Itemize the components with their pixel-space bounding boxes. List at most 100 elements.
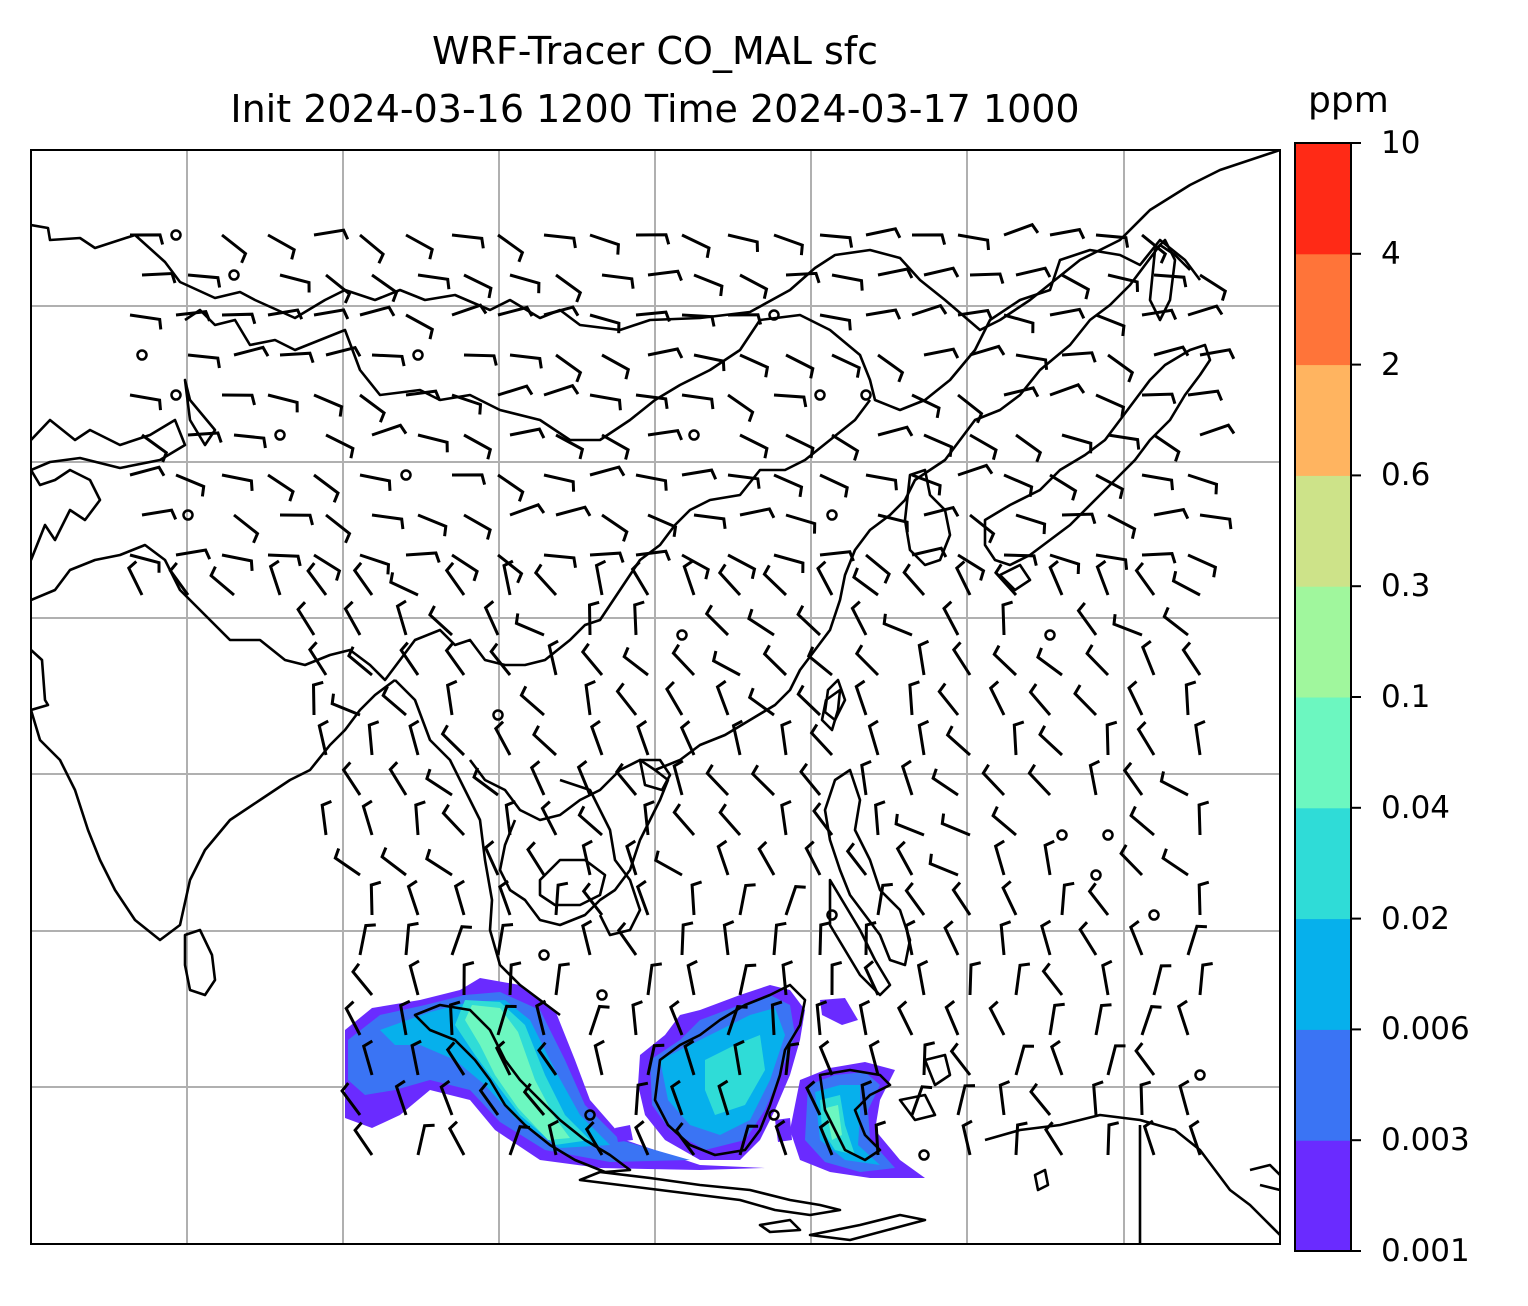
wind-barb (1001, 600, 1014, 636)
wind-barb (129, 233, 165, 245)
wind-barb (772, 921, 787, 956)
wind-barb (1073, 684, 1098, 717)
wind-barb (547, 639, 559, 676)
wind-barb (589, 551, 625, 563)
wind-barb (968, 961, 982, 996)
wind-barb (509, 427, 546, 439)
wind-barb (669, 1079, 684, 1116)
wind-barb (1014, 962, 1031, 996)
wind-barb-calm (1102, 829, 1114, 841)
wind-barb (954, 560, 972, 596)
wind-barb (601, 433, 630, 460)
colorbar-tick-label: 0.04 (1381, 789, 1451, 826)
wind-barb (1161, 848, 1189, 877)
wind-barb (1049, 473, 1078, 501)
wind-barb (1107, 353, 1135, 383)
wind-barb (1040, 919, 1052, 956)
wind-barb (693, 353, 726, 372)
wind-barb (674, 1122, 696, 1156)
wind-barb (325, 345, 362, 358)
wind-barb (902, 563, 926, 596)
wind-barb (489, 642, 512, 676)
wind-barb (584, 1121, 604, 1156)
wind-barb-calm (492, 709, 504, 721)
colorbar-band (1295, 143, 1351, 255)
wind-barb (895, 840, 914, 876)
wind-barb (1012, 720, 1025, 756)
wind-barb-calm (136, 349, 148, 361)
wind-barb (1187, 389, 1223, 401)
wind-barb (325, 433, 355, 459)
wind-barb (129, 313, 163, 330)
wind-barb (414, 800, 426, 836)
wind-barb (911, 546, 948, 558)
wind-barb-calm (1148, 909, 1160, 921)
wind-barb (344, 1000, 362, 1036)
wind-barb (681, 553, 710, 580)
wind-barb (445, 1041, 466, 1076)
wind-barb (1095, 393, 1126, 418)
wind-barb (806, 646, 833, 677)
wind-barb (819, 473, 849, 498)
wind-barb (647, 429, 683, 441)
wind-barb (722, 920, 735, 956)
wind-barb (333, 847, 361, 877)
wind-barb (508, 961, 522, 996)
wind-barb (686, 959, 698, 996)
wind-barb (1095, 313, 1126, 337)
wind-barb (998, 1080, 1011, 1116)
wind-barb (498, 879, 512, 916)
wind-barb (311, 680, 324, 716)
wind-barb-calm (584, 1109, 596, 1121)
wind-barb (1122, 761, 1144, 796)
wind-barb (969, 344, 1006, 357)
wind-barb (1001, 880, 1018, 916)
wind-barb (1049, 553, 1081, 575)
colorbar-ticks (1351, 142, 1361, 1252)
wind-barb (353, 1121, 374, 1156)
wind-barb (704, 604, 730, 637)
wind-barb (992, 644, 1018, 677)
wind-barb (1153, 273, 1188, 288)
wind-barb (865, 227, 902, 239)
wind-barb (923, 347, 960, 359)
wind-barb (1128, 920, 1144, 956)
wind-barb (359, 305, 396, 317)
wind-barb (647, 347, 684, 359)
wind-barb (876, 882, 893, 916)
wind-barb (405, 313, 435, 340)
wind-barb (554, 881, 569, 916)
wind-barb (1119, 844, 1144, 877)
wind-barb (738, 883, 756, 916)
wind-barb (690, 880, 703, 916)
coastline-sri-lanka (183, 928, 217, 997)
colorbar-band (1295, 586, 1351, 698)
wind-barb (129, 553, 161, 573)
wind-barb (868, 1039, 880, 1076)
wind-barb (1041, 962, 1064, 996)
wind-barb (462, 961, 475, 996)
wind-barb (361, 1039, 374, 1076)
wind-barb (831, 353, 861, 378)
wind-barb (233, 433, 267, 449)
wind-barb (1061, 351, 1097, 363)
wind-barb (405, 233, 434, 260)
wind-barb (1014, 1044, 1035, 1076)
wind-barb-calm (400, 469, 412, 481)
wind-barb-calm (170, 389, 182, 401)
wind-barb (1112, 614, 1143, 637)
wind-barb (406, 879, 420, 916)
wind-barb (727, 553, 757, 580)
wind-barb (581, 919, 593, 956)
wind-barb (937, 682, 960, 716)
wind-barb (717, 1079, 730, 1116)
wind-barb (589, 465, 626, 477)
wind-barb (773, 393, 808, 408)
wind-barb (451, 233, 485, 249)
wind-barb (410, 1039, 422, 1076)
wind-barb (1015, 513, 1047, 535)
coastline-india (31, 649, 396, 942)
wind-barb (635, 549, 671, 562)
wind-barb (647, 513, 678, 538)
wind-barb (1159, 771, 1189, 797)
